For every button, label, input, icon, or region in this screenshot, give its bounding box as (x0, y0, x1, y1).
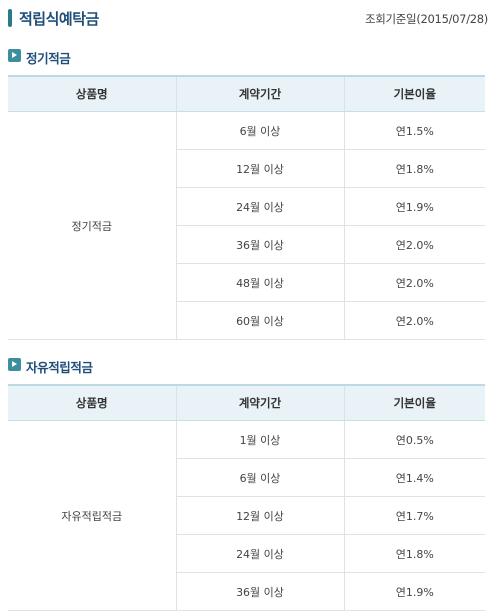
arrow-bullet-icon (8, 49, 21, 62)
column-header-product: 상품명 (8, 75, 176, 112)
table-row: 12월 이상 연1.8% (8, 149, 485, 188)
column-header-product: 상품명 (8, 384, 176, 421)
period-cell: 12월 이상 (175, 149, 344, 188)
table-header-row: 상품명 계약기간 기본이율 (8, 75, 485, 112)
table-row: 24월 이상 연1.9% (8, 187, 485, 226)
rate-cell: 연1.9% (343, 187, 485, 226)
period-cell: 6월 이상 (175, 111, 344, 150)
page-header: 적립식예탁금 조회기준일(2015/07/28) (0, 0, 492, 36)
period-cell: 60월 이상 (175, 301, 344, 340)
period-cell: 24월 이상 (175, 187, 344, 226)
table-row: 60월 이상 연2.0% (8, 301, 485, 340)
period-cell: 1월 이상 (175, 420, 344, 459)
title-accent-bar (8, 9, 12, 27)
rate-cell: 연2.0% (343, 301, 485, 340)
table-row: 12월 이상 연1.7% (8, 496, 485, 535)
column-header-rate: 기본이율 (343, 75, 485, 112)
period-cell: 48월 이상 (175, 263, 344, 302)
rate-cell: 연2.0% (343, 225, 485, 264)
rate-cell: 연1.5% (343, 111, 485, 150)
table-row: 정기적금 6월 이상 연1.5% (8, 111, 485, 340)
rate-cell: 연1.8% (343, 149, 485, 188)
reference-date: 조회기준일(2015/07/28) (364, 12, 488, 26)
column-header-period: 계약기간 (175, 75, 344, 112)
page-title: 적립식예탁금 (19, 10, 99, 28)
column-header-rate: 기본이율 (343, 384, 485, 421)
arrow-bullet-icon (8, 358, 21, 371)
column-header-period: 계약기간 (175, 384, 344, 421)
rate-cell: 연1.4% (343, 458, 485, 497)
product-name-cell: 정기적금 (8, 111, 176, 340)
table-row: 48월 이상 연2.0% (8, 263, 485, 302)
period-cell: 36월 이상 (175, 225, 344, 264)
section-label: 자유적립적금 (26, 360, 93, 375)
regular-savings-rate-table: 상품명 계약기간 기본이율 정기적금 6월 이상 연1.5% 12월 이상 연1… (8, 75, 485, 340)
product-name-cell: 자유적립적금 (8, 420, 176, 611)
table-row: 6월 이상 연1.4% (8, 458, 485, 497)
table-header-row: 상품명 계약기간 기본이율 (8, 384, 485, 421)
period-cell: 24월 이상 (175, 534, 344, 573)
rate-cell: 연0.5% (343, 420, 485, 459)
period-cell: 6월 이상 (175, 458, 344, 497)
table-row: 자유적립적금 1월 이상 연0.5% (8, 420, 485, 611)
rate-cell: 연2.0% (343, 263, 485, 302)
free-savings-rate-table: 상품명 계약기간 기본이율 자유적립적금 1월 이상 연0.5% 6월 이상 연… (8, 384, 485, 611)
section-label: 정기적금 (26, 51, 71, 66)
rate-cell: 연1.8% (343, 534, 485, 573)
period-cell: 12월 이상 (175, 496, 344, 535)
table-row: 36월 이상 연2.0% (8, 225, 485, 264)
rate-cell: 연1.7% (343, 496, 485, 535)
table-row: 24월 이상 연1.8% (8, 534, 485, 573)
